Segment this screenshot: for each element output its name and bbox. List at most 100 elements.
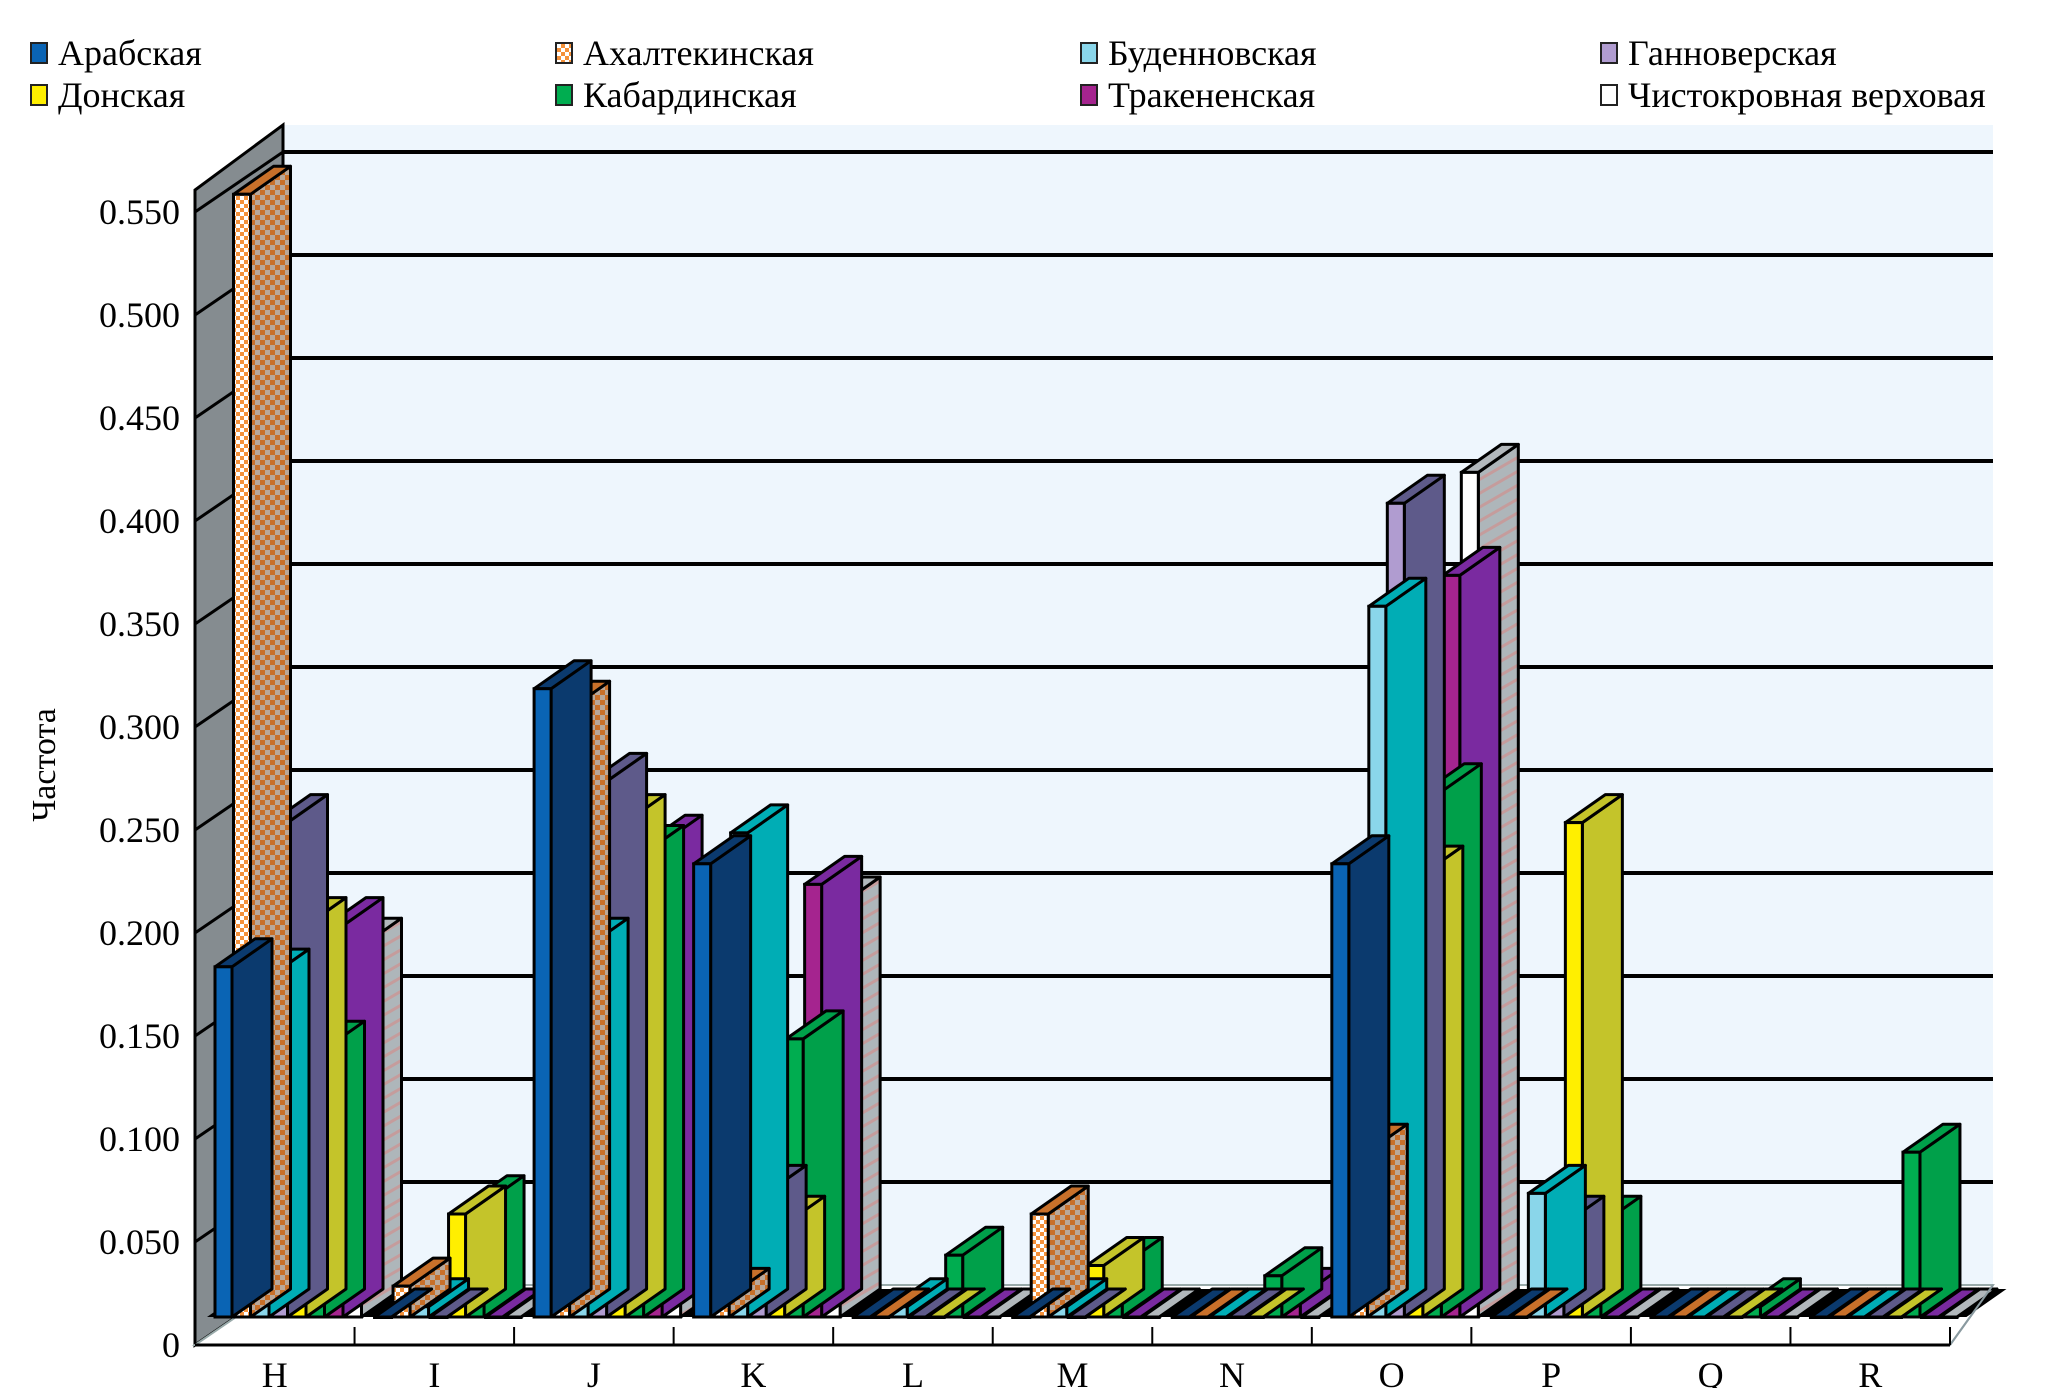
bar-front <box>870 1315 891 1319</box>
legend-label: Буденновская <box>1108 33 1317 73</box>
bar-front <box>851 1315 872 1319</box>
legend-label: Кабардинская <box>583 75 797 115</box>
bar-front <box>1723 1315 1744 1319</box>
legend: Арабская Ахалтекинская Буденновская Ганнове… <box>0 0 2067 120</box>
bar-side <box>230 937 274 1319</box>
x-tick-label: P <box>1541 1355 1561 1388</box>
legend-item: Кабардинская <box>555 74 797 116</box>
x-tick-label: J <box>587 1355 601 1388</box>
bar-front <box>1901 1150 1922 1319</box>
bar <box>870 1287 931 1319</box>
y-tick-label: 0.200 <box>99 913 180 953</box>
x-tick-label: K <box>740 1355 766 1388</box>
legend-item: Тракененская <box>1080 74 1315 116</box>
legend-swatch <box>1080 42 1098 64</box>
bar-front <box>692 862 713 1319</box>
legend-item: Ахалтекинская <box>555 32 814 74</box>
bar <box>1686 1287 1747 1319</box>
bar <box>1526 1163 1587 1319</box>
legend-item: Чистокровная верховая <box>1600 74 1986 116</box>
legend-label: Ахалтекинская <box>583 33 814 73</box>
bar-front <box>1330 862 1351 1319</box>
bar-front <box>1686 1315 1707 1319</box>
legend-swatch <box>1600 84 1618 106</box>
bar-front <box>907 1315 928 1319</box>
bar-front <box>502 1315 523 1319</box>
bar-front <box>1011 1315 1032 1319</box>
bar-front <box>1244 1315 1265 1319</box>
bar-front <box>484 1315 505 1319</box>
legend-item: Ганноверская <box>1600 32 1837 74</box>
legend-swatch <box>30 84 48 106</box>
y-tick-label: 0.450 <box>99 398 180 438</box>
bar-front <box>1508 1315 1529 1319</box>
legend-label: Донская <box>58 75 186 115</box>
bar-front <box>1140 1315 1161 1319</box>
legend-item: Арабская <box>30 32 202 74</box>
bar <box>1864 1287 1925 1319</box>
y-tick-labels: 0 0.050 0.100 0.150 0.200 0.250 0.300 0.350 0.40… <box>99 192 180 1365</box>
bar-front <box>213 965 234 1319</box>
bar <box>373 1287 434 1319</box>
bar-front <box>1667 1315 1688 1319</box>
x-tick-label: R <box>1858 1355 1882 1388</box>
bar-front <box>532 687 553 1319</box>
bar-front <box>1808 1315 1829 1319</box>
bar <box>692 834 753 1319</box>
bar <box>1649 1287 1710 1319</box>
legend-swatch <box>30 42 48 64</box>
x-tick-labels: H I J K L M N O P Q R <box>262 1355 1882 1388</box>
x-tick-label: M <box>1056 1355 1088 1388</box>
bar-front <box>1066 1315 1087 1319</box>
bar <box>213 937 274 1319</box>
y-tick-label: 0.500 <box>99 295 180 335</box>
bar <box>1330 834 1391 1319</box>
legend-label: Чистокровная верховая <box>1628 75 1986 115</box>
y-tick-label: 0.250 <box>99 810 180 850</box>
gridline-wall <box>194 150 284 214</box>
legend-label: Ганноверская <box>1628 33 1837 73</box>
bar-front <box>1207 1315 1228 1319</box>
floor-edge <box>1949 1284 1994 1346</box>
bar <box>1029 1184 1090 1319</box>
y-tick-label: 0 <box>162 1325 180 1365</box>
y-tick-label: 0.350 <box>99 604 180 644</box>
bar-front <box>1882 1315 1903 1319</box>
bar-side <box>549 659 593 1319</box>
y-tick-label: 0.050 <box>99 1222 180 1262</box>
bar-front <box>1029 1212 1050 1319</box>
legend-swatch <box>555 84 573 106</box>
legend-swatch <box>555 42 573 64</box>
bar-front <box>1226 1315 1247 1319</box>
bars <box>207 164 2007 1319</box>
bar <box>1226 1287 1287 1319</box>
chart-walls <box>191 122 1995 1348</box>
y-tick-label: 0.100 <box>99 1119 180 1159</box>
bar-front <box>1919 1315 1940 1319</box>
bar-front <box>1489 1315 1510 1319</box>
bar-front <box>1526 1191 1547 1319</box>
bar-front <box>1827 1315 1848 1319</box>
y-tick-label: 0.150 <box>99 1016 180 1056</box>
x-tick-label: L <box>902 1355 924 1388</box>
x-tick-label: I <box>428 1355 440 1388</box>
bar-front <box>925 1315 946 1319</box>
bar-front <box>1845 1315 1866 1319</box>
bar-front <box>1122 1315 1143 1319</box>
bar <box>851 1287 912 1319</box>
y-tick-label: 0.400 <box>99 501 180 541</box>
bar-front <box>981 1315 1002 1319</box>
bar <box>1170 1287 1231 1319</box>
bar-front <box>428 1315 449 1319</box>
x-tick-label: H <box>262 1355 288 1388</box>
legend-item: Донская <box>30 74 185 116</box>
bar <box>1489 1287 1550 1319</box>
bar-front <box>1619 1315 1640 1319</box>
y-tick-label: 0.300 <box>99 707 180 747</box>
bar-front <box>1864 1315 1885 1319</box>
bar-front <box>1760 1315 1781 1319</box>
x-tick-label: Q <box>1698 1355 1724 1388</box>
bar-front <box>1170 1315 1191 1319</box>
bar <box>1011 1287 1072 1319</box>
bar-front <box>1300 1315 1321 1319</box>
